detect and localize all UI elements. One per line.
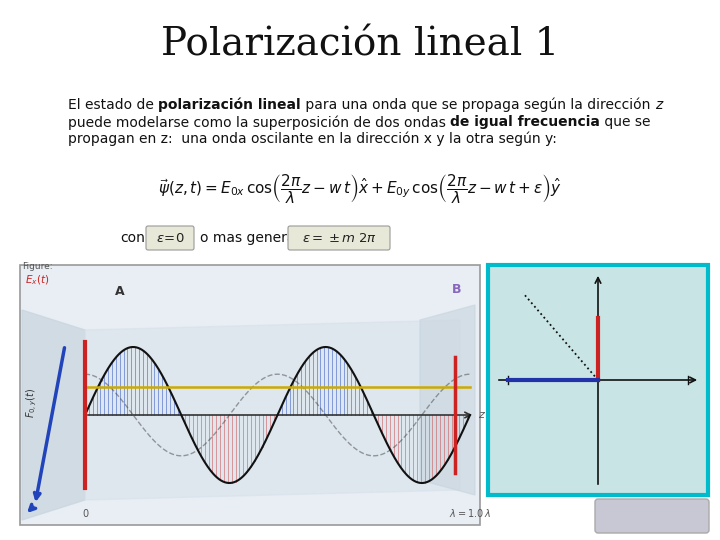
Text: El estado de: El estado de xyxy=(68,98,158,112)
Text: que se: que se xyxy=(600,115,651,129)
Text: $\vec{\psi}(z,t) = E_{0x}\,\cos\!\left(\dfrac{2\pi}{\lambda}z - w\,t\right)\hat{: $\vec{\psi}(z,t) = E_{0x}\,\cos\!\left(\… xyxy=(158,172,562,205)
Text: $F_{0,y}(t)$: $F_{0,y}(t)$ xyxy=(25,388,40,418)
Text: o mas general:: o mas general: xyxy=(200,231,304,245)
Text: $-\!=_y$: $-\!=_y$ xyxy=(498,380,523,391)
FancyBboxPatch shape xyxy=(20,265,480,525)
Polygon shape xyxy=(85,320,460,500)
Text: propagan en z:  una onda oscilante en la dirección x y la otra según y:: propagan en z: una onda oscilante en la … xyxy=(68,132,557,146)
FancyBboxPatch shape xyxy=(146,226,194,250)
Text: $c$: $c$ xyxy=(496,327,504,337)
FancyBboxPatch shape xyxy=(288,226,390,250)
Text: $-\,E_x$: $-\,E_x$ xyxy=(602,467,625,481)
Text: polarización lineal: polarización lineal xyxy=(158,98,301,112)
Text: z: z xyxy=(478,410,484,420)
Text: Figure:: Figure: xyxy=(22,262,53,271)
Text: A: A xyxy=(115,285,125,298)
FancyBboxPatch shape xyxy=(595,499,709,533)
Text: A: A xyxy=(496,267,503,277)
Text: z: z xyxy=(654,98,662,112)
Text: 0: 0 xyxy=(82,509,88,519)
FancyBboxPatch shape xyxy=(488,265,708,495)
Text: de igual frecuencia: de igual frecuencia xyxy=(450,115,600,129)
Text: $\varepsilon = \pm m\;2\pi$: $\varepsilon = \pm m\;2\pi$ xyxy=(302,232,377,245)
Text: $\gamma$: $\gamma$ xyxy=(503,360,512,372)
Text: Polarización lineal 1: Polarización lineal 1 xyxy=(161,26,559,64)
Text: :C: :C xyxy=(601,267,611,277)
Text: $E_{x}(t)$: $E_{x}(t)$ xyxy=(25,273,50,287)
Polygon shape xyxy=(22,310,85,520)
Text: para una onda que se propaga según la dirección: para una onda que se propaga según la di… xyxy=(301,98,654,112)
Text: B: B xyxy=(452,283,462,296)
Text: $-E_y$: $-E_y$ xyxy=(668,376,690,391)
Text: applet: applet xyxy=(622,507,682,525)
Text: con: con xyxy=(120,231,145,245)
Polygon shape xyxy=(420,305,475,495)
Text: $+\,E_x$: $+\,E_x$ xyxy=(666,265,689,279)
Text: puede modelarse como la superposición de dos ondas: puede modelarse como la superposición de… xyxy=(68,115,450,130)
Text: $\varepsilon\!=\!0$: $\varepsilon\!=\!0$ xyxy=(156,232,184,245)
Text: $\lambda=1.0\,\lambda$: $\lambda=1.0\,\lambda$ xyxy=(449,507,491,519)
